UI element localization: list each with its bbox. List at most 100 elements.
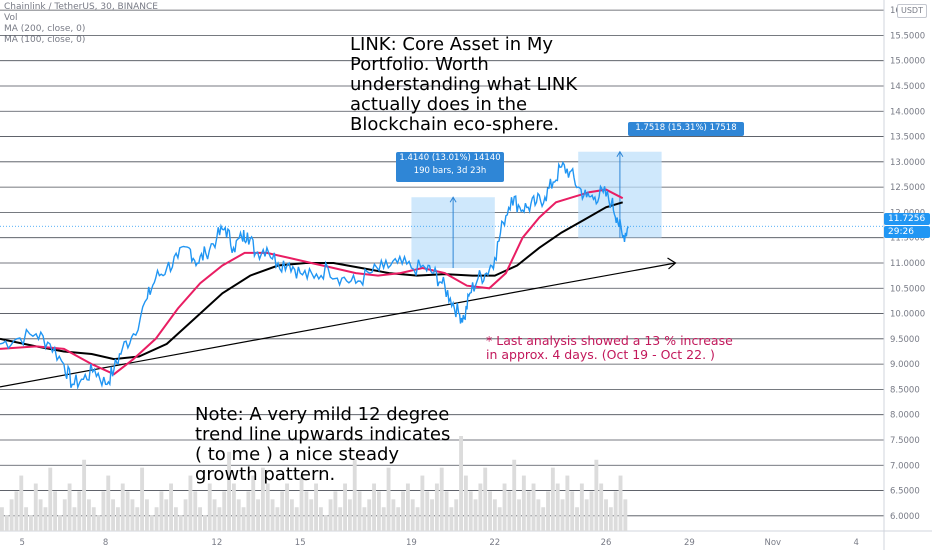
volume-bar xyxy=(521,475,526,531)
volume-bar xyxy=(589,491,594,531)
volume-bar xyxy=(169,483,174,531)
volume-bar xyxy=(265,483,270,531)
volume-bar xyxy=(478,483,483,531)
volume-bar xyxy=(367,499,372,531)
measure-value: 1.4140 (13.01%) 14140 xyxy=(399,153,501,163)
y-tick-label: 8.0000 xyxy=(890,411,920,421)
x-tick-label: 8 xyxy=(103,538,108,548)
volume-bar xyxy=(594,459,599,531)
volume-bar xyxy=(396,507,401,531)
volume-bar xyxy=(439,467,444,531)
x-tick-label: 15 xyxy=(295,538,306,548)
measure-label-2[interactable]: 1.7518 (15.31%) 17518 xyxy=(628,122,744,136)
x-tick-label: 4 xyxy=(853,538,858,548)
volume-bar xyxy=(96,515,101,531)
volume-bar xyxy=(159,491,164,531)
volume-bar xyxy=(212,499,217,531)
volume-bar xyxy=(376,491,381,531)
volume-bar xyxy=(0,507,4,531)
volume-bar xyxy=(323,515,328,531)
volume-bar xyxy=(144,499,149,531)
volume-bar xyxy=(550,467,555,531)
x-tick-label: 26 xyxy=(601,538,612,548)
volume-bar xyxy=(115,507,120,531)
volume-bar xyxy=(260,467,265,531)
volume-bar xyxy=(304,491,309,531)
y-tick-label: 7.5000 xyxy=(890,436,920,446)
volume-bar xyxy=(488,491,492,531)
volume-bar xyxy=(227,451,232,531)
x-tick-label: 12 xyxy=(211,538,222,548)
measure-label-1[interactable]: 1.4140 (13.01%) 14140 190 bars, 3d 23h xyxy=(396,152,504,182)
volume-bar xyxy=(512,459,517,531)
measure-arrowhead xyxy=(449,196,457,203)
volume-bar xyxy=(24,507,29,531)
volume-bar xyxy=(91,507,96,531)
volume-bar xyxy=(67,483,72,531)
y-tick-label: 10.5000 xyxy=(890,284,925,294)
volume-bar xyxy=(541,507,546,531)
volume-bar xyxy=(222,491,227,531)
y-tick-label: 15.0000 xyxy=(890,57,925,67)
measure-bars: 190 bars, 3d 23h xyxy=(413,166,487,176)
volume-bar xyxy=(101,491,106,531)
volume-bar xyxy=(135,507,140,531)
volume-bar xyxy=(536,499,541,531)
ma100-legend: MA (100, close, 0) xyxy=(4,35,86,45)
headline-line: LINK: Core Asset in My xyxy=(350,34,554,55)
volume-bar xyxy=(77,491,82,531)
volume-bar xyxy=(415,507,420,531)
volume-bar xyxy=(140,467,145,531)
volume-bar xyxy=(526,491,531,531)
volume-bar xyxy=(333,491,338,531)
volume-bar xyxy=(599,483,604,531)
note-line: growth pattern. xyxy=(195,464,336,485)
ma-fast-line xyxy=(0,188,624,376)
volume-bar xyxy=(207,483,212,531)
volume-bar xyxy=(357,491,362,531)
volume-bar xyxy=(275,507,280,531)
volume-bar xyxy=(164,499,169,531)
x-tick-label: 22 xyxy=(489,538,500,548)
volume-bar xyxy=(560,499,565,531)
volume-bar xyxy=(154,507,159,531)
volume-bar xyxy=(251,475,256,531)
volume-bar xyxy=(188,475,193,531)
measure-value: 1.7518 (15.31%) 17518 xyxy=(635,123,737,133)
volume-bar xyxy=(546,491,550,531)
volume-bar xyxy=(14,491,19,531)
currency-badge[interactable]: USDT xyxy=(897,4,927,18)
note-annotation: Note: A very mild 12 degree trend line u… xyxy=(195,405,450,485)
volume-bar xyxy=(579,483,584,531)
volume-bar xyxy=(517,499,521,531)
volume-bar xyxy=(28,515,33,531)
y-tick-label: 8.5000 xyxy=(890,385,920,395)
volume-bar xyxy=(507,491,512,531)
ma-slow-line xyxy=(0,201,623,361)
volume-bar xyxy=(459,436,463,531)
last-analysis-annotation: * Last analysis showed a 13 % increase i… xyxy=(486,334,733,362)
ma200-legend: MA (200, close, 0) xyxy=(4,24,86,34)
volume-bar xyxy=(328,499,333,531)
volume-bar xyxy=(391,499,396,531)
headline-line: Blockchain eco-sphere. xyxy=(350,114,560,135)
x-tick-label: 29 xyxy=(684,538,695,548)
volume-bar xyxy=(4,515,9,531)
volume-bar xyxy=(38,499,43,531)
x-tick-label: 19 xyxy=(406,538,417,548)
volume-bar xyxy=(236,499,241,531)
volume-bar xyxy=(72,507,77,531)
volume-bar xyxy=(231,483,236,531)
volume-bar xyxy=(9,499,14,531)
y-tick-label: 11.5000 xyxy=(890,234,925,244)
volume-bar xyxy=(420,475,425,531)
volume-bar xyxy=(246,491,251,531)
y-tick-label: 6.5000 xyxy=(890,487,920,497)
y-tick-label: 7.0000 xyxy=(890,461,920,471)
volume-bar xyxy=(449,507,454,531)
volume-bar xyxy=(43,507,48,531)
volume-bar xyxy=(318,507,323,531)
volume-bar xyxy=(623,499,628,531)
